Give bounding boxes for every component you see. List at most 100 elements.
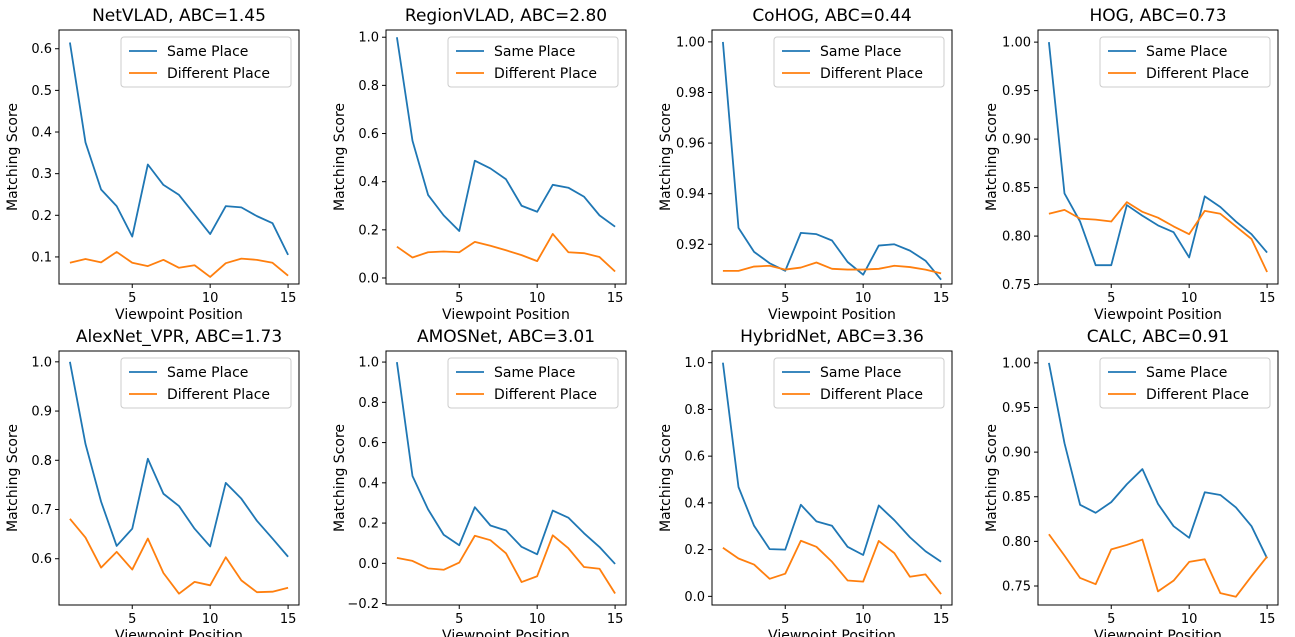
x-tick-label: 5 <box>455 612 463 627</box>
axes-frame <box>385 350 627 606</box>
x-axis-label: Viewpoint Position <box>768 628 896 637</box>
y-tick-label: 0.4 <box>684 496 705 511</box>
x-tick-label: 15 <box>933 291 950 306</box>
y-tick-label: 0.80 <box>1002 535 1031 550</box>
series-line-different-place <box>1048 533 1268 598</box>
legend: Same Place Different Place <box>773 36 945 88</box>
series-line-same-place <box>1048 362 1268 559</box>
chart-title: AlexNet_VPR, ABC=1.73 <box>76 327 282 347</box>
series-line-different-place <box>722 261 942 275</box>
legend-box <box>120 357 292 409</box>
x-tick-label: 5 <box>455 291 463 306</box>
x-tick-label: 15 <box>1259 291 1276 306</box>
legend-label: Different Place <box>494 66 597 82</box>
legend-label: Same Place <box>167 44 248 60</box>
chart-title: CoHOG, ABC=0.44 <box>752 6 911 26</box>
x-axis-label: Viewpoint Position <box>115 307 243 323</box>
legend-box <box>773 36 945 88</box>
x-tick-label: 5 <box>1107 612 1115 627</box>
y-axis-label: Matching Score <box>5 424 21 532</box>
x-tick-label: 15 <box>607 291 624 306</box>
x-tick-label: 5 <box>128 291 136 306</box>
y-tick-label: 0.2 <box>684 543 705 558</box>
y-tick-label: 0.6 <box>358 436 379 451</box>
axes-frame <box>1037 29 1279 285</box>
x-tick-label: 10 <box>202 291 219 306</box>
y-tick-label: 0.7 <box>31 503 52 518</box>
y-tick-label: 0.80 <box>1002 230 1031 245</box>
legend-box <box>447 36 619 88</box>
legend: Same Place Different Place <box>447 36 619 88</box>
y-tick-label: 1.0 <box>358 356 379 371</box>
y-axis-label: Matching Score <box>658 424 674 532</box>
axes-frame <box>58 29 300 285</box>
legend-label: Different Place <box>494 387 597 403</box>
x-tick-label: 10 <box>202 612 219 627</box>
y-tick-label: 0.96 <box>676 137 705 152</box>
y-axis-label: Matching Score <box>658 103 674 211</box>
y-tick-label: 0.85 <box>1002 181 1031 196</box>
legend-label: Same Place <box>167 365 248 381</box>
y-tick-label: 0.4 <box>358 476 379 491</box>
legend-box <box>447 357 619 409</box>
y-tick-label: 1.0 <box>358 31 379 46</box>
x-tick-label: 5 <box>128 612 136 627</box>
chart-title: AMOSNet, ABC=3.01 <box>417 327 595 347</box>
x-tick-label: 10 <box>855 291 872 306</box>
x-tick-label: 15 <box>1259 612 1276 627</box>
legend-box <box>120 36 292 88</box>
y-tick-label: 1.00 <box>1002 36 1031 51</box>
x-axis-label: Viewpoint Position <box>442 307 570 323</box>
y-tick-label: 0.85 <box>1002 490 1031 505</box>
y-axis-label: Matching Score <box>5 103 21 211</box>
legend-label: Same Place <box>494 365 575 381</box>
series-line-different-place <box>722 539 942 595</box>
legend: Same Place Different Place <box>120 36 292 88</box>
series-line-same-place <box>722 41 942 281</box>
chart-title: RegionVLAD, ABC=2.80 <box>405 6 607 26</box>
y-tick-label: 0.98 <box>676 86 705 101</box>
y-axis-label: Matching Score <box>332 424 348 532</box>
x-tick-label: 15 <box>607 612 624 627</box>
series-line-same-place <box>722 362 942 563</box>
y-tick-label: −0.2 <box>347 597 379 612</box>
axes-frame <box>58 350 300 606</box>
legend: Same Place Different Place <box>1099 36 1271 88</box>
chart-title: CALC, ABC=0.91 <box>1087 327 1230 347</box>
y-tick-label: 0.92 <box>676 238 705 253</box>
legend-label: Same Place <box>494 44 575 60</box>
y-tick-label: 0.8 <box>684 403 705 418</box>
legend-label: Different Place <box>820 387 923 403</box>
y-axis-label: Matching Score <box>984 103 1000 211</box>
subplot-3: CoHOG, ABC=0.44 5 10 15 0.92 0.94 0.96 0.98 1.00… <box>658 6 953 323</box>
x-tick-label: 10 <box>855 612 872 627</box>
x-tick-label: 10 <box>529 291 546 306</box>
legend-label: Same Place <box>820 365 901 381</box>
y-tick-label: 1.00 <box>1002 356 1031 371</box>
subplot-8: CALC, ABC=0.91 5 10 15 0.75 0.80 0.85 0.90 0.95 1… <box>984 327 1279 637</box>
subplot-6: AMOSNet, ABC=3.01 5 10 15 −0.2 0.0 0.2 0.4 0.6 0.… <box>332 327 627 637</box>
y-tick-label: 0.90 <box>1002 133 1031 148</box>
legend-label: Same Place <box>820 44 901 60</box>
subplot-1: NetVLAD, ABC=1.45 5 10 15 0.1 0.2 0.3 0.4 0.5 0.6… <box>5 6 300 323</box>
x-axis-label: Viewpoint Position <box>1094 307 1222 323</box>
chart-title: HOG, ABC=0.73 <box>1089 6 1226 26</box>
y-tick-label: 1.00 <box>676 35 705 50</box>
x-tick-label: 15 <box>933 612 950 627</box>
legend-label: Different Place <box>1146 387 1249 403</box>
x-axis-label: Viewpoint Position <box>115 628 243 637</box>
y-tick-label: 0.5 <box>31 84 52 99</box>
y-axis-label: Matching Score <box>332 103 348 211</box>
y-tick-label: 0.75 <box>1002 278 1031 293</box>
series-line-different-place <box>69 251 289 278</box>
chart-title: NetVLAD, ABC=1.45 <box>92 6 266 26</box>
series-line-different-place <box>69 518 289 595</box>
subplot-2: RegionVLAD, ABC=2.80 5 10 15 0.0 0.2 0.4 0.6 0.8… <box>332 6 627 323</box>
y-tick-label: 0.8 <box>31 454 52 469</box>
legend: Same Place Different Place <box>120 357 292 409</box>
y-tick-label: 0.4 <box>358 175 379 190</box>
y-tick-label: 0.1 <box>31 250 52 265</box>
legend: Same Place Different Place <box>773 357 945 409</box>
y-tick-label: 0.95 <box>1002 401 1031 416</box>
